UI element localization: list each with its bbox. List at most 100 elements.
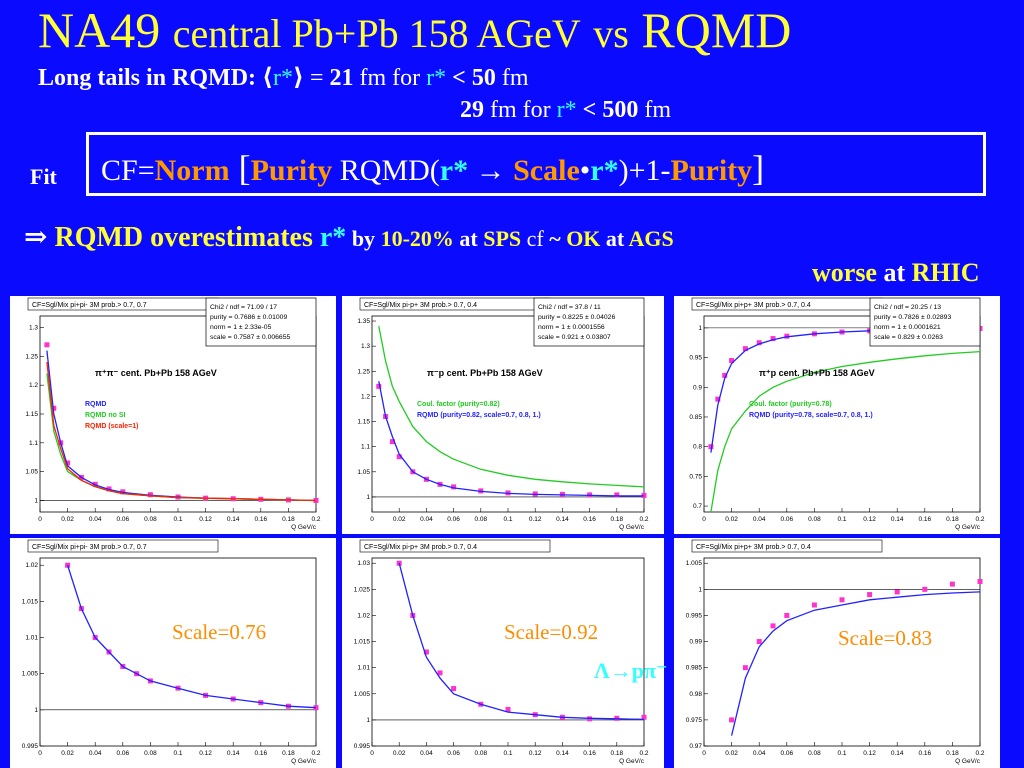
data-point: [742, 346, 748, 352]
data-point: [977, 579, 983, 584]
data-point: [641, 714, 647, 720]
x-tick-label: 0.14: [556, 516, 569, 523]
fit-stat-line: purity = 0.7686 ± 0.01009: [210, 314, 287, 321]
y-tick-label: 1: [34, 707, 38, 714]
y-tick-label: 0.995: [354, 743, 371, 750]
x-tick-label: 0.16: [254, 750, 267, 757]
x-tick-label: 0.18: [946, 750, 959, 757]
data-point: [451, 686, 457, 692]
data-point: [708, 444, 714, 450]
fit-plus: )+1-: [618, 154, 671, 187]
y-tick-label: 1: [698, 325, 702, 332]
y-tick-label: 0.97: [689, 743, 702, 750]
x-tick-label: 0.1: [837, 516, 846, 523]
y-tick-label: 1.3: [361, 343, 370, 350]
concl2-worse: worse: [812, 258, 877, 287]
data-point: [770, 336, 776, 342]
x-tick-label: 0.18: [610, 516, 623, 523]
y-tick-label: 1.02: [25, 562, 38, 569]
line2-cond-unit: fm: [495, 65, 529, 91]
fit-stat-line: norm = 1 ± 2.33e-05: [210, 324, 272, 331]
conclusion-line: ⇒ RQMD overestimates r* by 10-20% at SPS…: [24, 220, 674, 254]
x-tick-label: 0.12: [199, 750, 212, 757]
x-axis-label: Q GeV/c: [955, 524, 981, 531]
x-tick-label: 0.16: [918, 516, 931, 523]
series-line: [46, 373, 317, 502]
fit-label: Fit: [30, 164, 57, 189]
y-tick-label: 1.015: [354, 639, 371, 646]
data-point: [839, 597, 845, 603]
x-axis-label: Q GeV/c: [291, 758, 317, 765]
legend-entry: RQMD (scale=1): [85, 423, 139, 430]
fit-formula-box: CF=Norm [Purity RQMD(r* → Scale•r*)+1-Pu…: [86, 132, 986, 196]
line2-lt: <: [446, 65, 472, 91]
x-tick-label: 0: [38, 750, 42, 757]
y-tick-label: 0.85: [689, 414, 702, 421]
x-tick-label: 0.08: [144, 516, 157, 523]
fit-r2: r*: [590, 154, 619, 187]
y-tick-label: 1.01: [25, 635, 38, 642]
line2-eq: =: [303, 65, 330, 91]
x-tick-label: 0.02: [393, 516, 406, 523]
data-point: [949, 581, 955, 587]
x-tick-label: 0: [370, 750, 374, 757]
x-tick-label: 0.18: [610, 750, 623, 757]
y-tick-label: 1.015: [22, 598, 39, 605]
fit-cf: CF=: [101, 154, 155, 187]
x-tick-label: 0.06: [116, 516, 129, 523]
line3-cond-unit: fm: [638, 97, 672, 123]
x-tick-label: 0: [702, 750, 706, 757]
x-tick-label: 0.2: [975, 750, 984, 757]
y-tick-label: 1.05: [357, 469, 370, 476]
y-tick-label: 1.15: [25, 411, 38, 418]
plot-pip-top: CF=Sgl/Mix pi-p+ 3M prob.> 0.7, 0.4 0 0.02…: [342, 296, 664, 534]
x-tick-label: 0.04: [753, 516, 766, 523]
data-point: [722, 372, 728, 378]
title-mid: central Pb+Pb 158 AGeV: [172, 11, 581, 56]
x-tick-label: 0: [370, 516, 374, 523]
x-tick-label: 0.14: [891, 750, 904, 757]
plot-header-text: CF=Sgl/Mix pi-p+ 3M prob.> 0.7, 0.4: [364, 544, 477, 551]
plot-frame: [703, 557, 981, 747]
data-point: [376, 383, 382, 389]
x-tick-label: 0.1: [837, 750, 846, 757]
fit-norm: Norm: [154, 154, 230, 187]
data-point: [756, 340, 762, 346]
x-tick-label: 0.08: [808, 750, 821, 757]
x-tick-label: 0.12: [863, 750, 876, 757]
series-line: [398, 563, 645, 721]
title-end: RQMD: [641, 2, 792, 58]
x-tick-label: 0.12: [529, 750, 542, 757]
plot-label: π⁻p cent. Pb+Pb 158 AGeV: [427, 368, 543, 378]
data-point: [729, 358, 735, 364]
concl-ags: AGS: [628, 226, 674, 251]
y-tick-label: 0.75: [689, 473, 702, 480]
x-tick-label: 0.04: [753, 750, 766, 757]
fit-rqmd: RQMD(: [332, 154, 440, 187]
concl-pct: 10-20%: [380, 226, 454, 251]
data-point: [867, 592, 873, 598]
y-tick-label: 1.35: [357, 318, 370, 325]
slide-title: NA49 central Pb+Pb 158 AGeV vs RQMD: [38, 2, 791, 62]
x-tick-label: 0.1: [503, 750, 512, 757]
concl2-rhic: RHIC: [911, 258, 980, 287]
x-tick-label: 0.14: [556, 750, 569, 757]
series-line: [730, 591, 981, 736]
data-point: [742, 665, 748, 671]
x-tick-label: 0.1: [503, 516, 512, 523]
fit-scale: Scale: [513, 154, 580, 187]
x-tick-label: 0.2: [311, 750, 320, 757]
plot-header-box: [359, 539, 551, 553]
plot-pip-bottom: CF=Sgl/Mix pi-p+ 3M prob.> 0.7, 0.4 0 0.02…: [342, 538, 664, 768]
y-tick-label: 1.25: [25, 353, 38, 360]
x-tick-label: 0: [38, 516, 42, 523]
plot-header-text: CF=Sgl/Mix pi+p+ 3M prob.> 0.7, 0.4: [696, 544, 811, 551]
y-tick-label: 1: [366, 494, 370, 501]
y-tick-label: 1.2: [29, 382, 38, 389]
fit-stats-box: [869, 297, 981, 347]
plot-header-box: [27, 539, 219, 553]
fit-stat-line: Chi2 / ndf = 20.25 / 13: [874, 304, 941, 311]
legend-entry: RQMD (purity=0.78, scale=0.7, 0.8, 1.): [749, 412, 873, 419]
plot-header-box: [691, 539, 883, 553]
concl2-at: at: [876, 258, 912, 287]
